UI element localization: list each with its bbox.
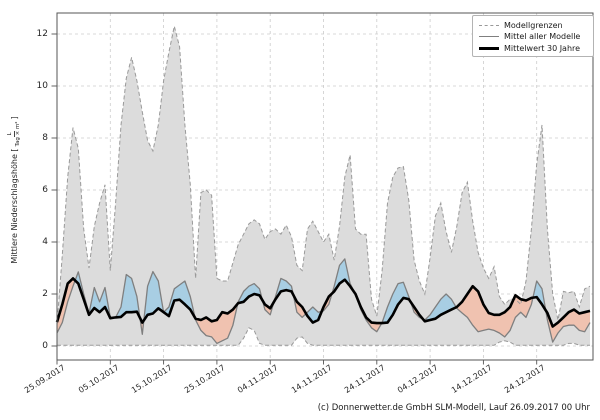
copyright-caption: (c) Donnerwetter.de GmbH SLM-Modell, Lau… (317, 403, 590, 413)
plot-border (56, 12, 594, 361)
solid-line-icon (479, 36, 499, 38)
mean-30y-line (55, 277, 591, 328)
legend-label-modellgrenzen: Modellgrenzen (504, 21, 563, 31)
legend-item-modellgrenzen: Modellgrenzen (479, 20, 591, 31)
y-axis-label-text: Mittlere Niederschlagshöhe [ (9, 148, 19, 264)
model-bounds-area (57, 26, 590, 346)
y-axis-unit-numerator: L (7, 131, 15, 137)
y-axis-unit-fraction: L Tag × m² (7, 121, 21, 146)
y-tick-label: 6 (42, 184, 48, 195)
legend-label-mittel-aller-modelle: Mittel aller Modelle (504, 32, 581, 42)
model-bounds-lower-line (57, 327, 590, 346)
y-tick-label: 4 (42, 236, 48, 247)
y-axis-unit-denominator: Tag × m² (14, 121, 21, 147)
model-mean-line (56, 258, 591, 345)
thick-line-icon (479, 46, 499, 50)
model-bounds-upper-line (56, 26, 591, 326)
y-tick-label: 2 (42, 288, 48, 299)
y-axis-label: Mittlere Niederschlagshöhe [ L Tag × m²] (4, 0, 24, 390)
y-tick-label: 10 (36, 80, 48, 91)
y-tick-label: 0 (42, 340, 48, 351)
legend-item-mittel-aller-modelle: Mittel aller Modelle (479, 31, 591, 42)
y-tick-label: 12 (36, 28, 48, 39)
legend-label-mittelwert-30-jahre: Mittelwert 30 Jahre (504, 43, 581, 53)
y-axis-label-close: ] (9, 116, 19, 120)
legend: Modellgrenzen Mittel aller Modelle Mitte… (472, 15, 594, 57)
dashed-line-icon (479, 25, 499, 27)
legend-item-mittelwert-30-jahre: Mittelwert 30 Jahre (479, 43, 591, 54)
y-tick-label: 8 (42, 132, 48, 143)
